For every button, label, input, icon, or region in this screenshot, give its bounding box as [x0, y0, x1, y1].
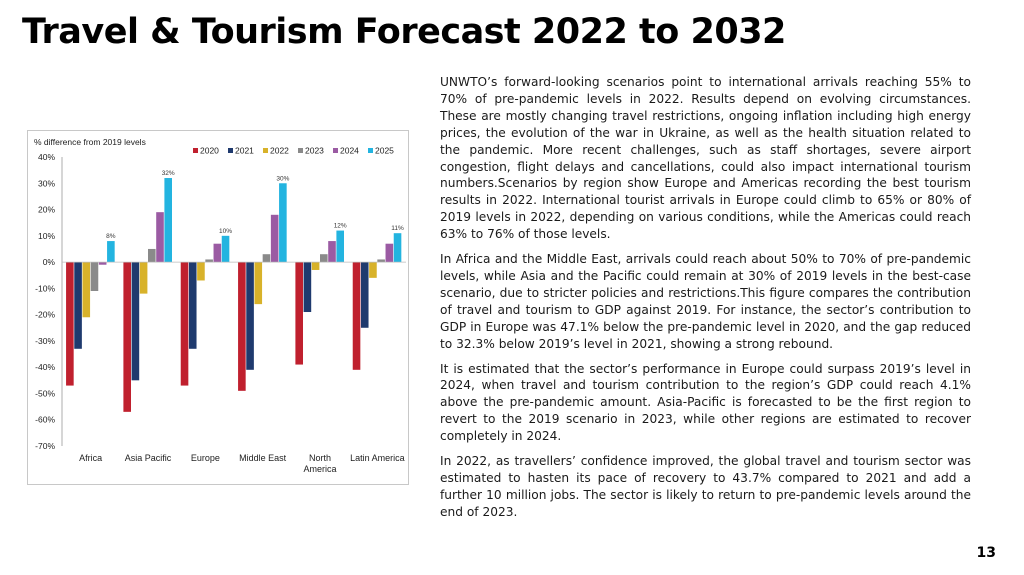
legend-swatch-2024	[333, 148, 338, 153]
data-label: 32%	[162, 170, 175, 177]
y-tick-label: 0%	[43, 257, 56, 267]
bar-2024-middle-east	[270, 214, 279, 263]
bar-2023-africa	[90, 262, 99, 291]
y-tick-label: 40%	[38, 152, 55, 162]
y-tick-label: -30%	[35, 336, 55, 346]
bar-2024-north-america	[328, 241, 336, 263]
bar-2024-europe	[213, 243, 222, 263]
data-label: 30%	[276, 175, 289, 182]
bar-2024-latin-america	[385, 243, 394, 263]
bar-2021-middle-east	[246, 262, 254, 370]
bar-2022-africa	[82, 262, 91, 318]
bar-2020-latin-america	[352, 262, 361, 370]
bar-2020-africa	[66, 262, 74, 386]
data-label: 10%	[219, 228, 232, 235]
paragraph: In Africa and the Middle East, arrivals …	[440, 252, 971, 351]
legend-swatch-2023	[298, 148, 303, 153]
bar-2024-asia-pacific	[156, 212, 164, 263]
legend-swatch-2022	[263, 148, 268, 153]
bar-2022-middle-east	[254, 262, 263, 305]
bar-2020-middle-east	[238, 262, 246, 391]
paragraph: It is estimated that the sector’s perfor…	[440, 361, 971, 444]
page-title: Travel & Tourism Forecast 2022 to 2032	[22, 12, 786, 52]
y-tick-label: 10%	[38, 231, 55, 241]
bar-2023-asia-pacific	[148, 248, 156, 263]
body-text: UNWTO’s forward-looking scenarios point …	[440, 74, 971, 529]
legend-label-2024: 2024	[340, 146, 359, 156]
x-category-label: Latin America	[350, 453, 405, 463]
data-label: 12%	[334, 223, 347, 230]
x-category-label: Europe	[191, 453, 220, 463]
legend-label-2025: 2025	[375, 146, 394, 156]
legend-label-2022: 2022	[270, 146, 289, 156]
paragraph: UNWTO’s forward-looking scenarios point …	[440, 75, 971, 242]
chart-title: % difference from 2019 levels	[34, 137, 146, 147]
y-tick-label: -70%	[35, 441, 55, 451]
y-tick-label: -50%	[35, 388, 55, 398]
legend-label-2023: 2023	[305, 146, 324, 156]
legend-label-2021: 2021	[235, 146, 254, 156]
bar-2020-europe	[180, 262, 189, 386]
bar-2021-europe	[188, 262, 197, 349]
bar-2023-middle-east	[262, 254, 271, 263]
y-tick-label: -20%	[35, 310, 55, 320]
y-tick-label: -60%	[35, 415, 55, 425]
bar-2025-europe	[221, 235, 230, 263]
bar-2025-north-america	[336, 230, 344, 263]
bar-2021-latin-america	[360, 262, 369, 328]
y-tick-label: -40%	[35, 362, 55, 372]
y-tick-label: -10%	[35, 283, 55, 293]
x-category-label: Asia Pacific	[125, 453, 172, 463]
bar-2021-africa	[74, 262, 82, 349]
bar-2025-asia-pacific	[164, 178, 172, 263]
data-label: 11%	[391, 225, 404, 232]
bar-2025-africa	[107, 241, 115, 263]
bar-2025-latin-america	[393, 233, 402, 263]
legend-swatch-2020	[193, 148, 198, 153]
y-tick-label: 20%	[38, 205, 55, 215]
x-category-label: Middle East	[239, 453, 287, 463]
bar-2021-north-america	[303, 262, 312, 313]
bar-2021-asia-pacific	[131, 262, 140, 381]
x-category-label-line2: America	[303, 464, 336, 474]
bar-2022-europe	[197, 262, 205, 281]
forecast-chart: % difference from 2019 levels 2020 2021 202…	[27, 130, 409, 485]
bar-2023-north-america	[320, 254, 328, 263]
bar-2020-north-america	[295, 262, 303, 365]
bar-2023-europe	[205, 259, 213, 263]
legend-swatch-2021	[228, 148, 233, 153]
x-category-label: Africa	[79, 453, 102, 463]
bar-2024-africa	[98, 262, 107, 265]
bar-chart-svg: % difference from 2019 levels 2020 2021 202…	[34, 137, 406, 474]
bar-2023-latin-america	[377, 259, 385, 263]
legend-swatch-2025	[368, 148, 373, 153]
bar-2022-asia-pacific	[139, 262, 148, 294]
y-tick-label: 30%	[38, 178, 55, 188]
bar-2020-asia-pacific	[123, 262, 131, 412]
legend-label-2020: 2020	[200, 146, 219, 156]
bar-2022-north-america	[311, 262, 320, 270]
x-category-label-line1: North	[309, 453, 331, 463]
bar-2022-latin-america	[369, 262, 377, 278]
paragraph: In 2022, as travellers’ confidence impro…	[440, 454, 971, 519]
data-label: 8%	[106, 233, 116, 240]
page-number: 13	[976, 545, 996, 561]
bar-2025-middle-east	[279, 183, 287, 263]
